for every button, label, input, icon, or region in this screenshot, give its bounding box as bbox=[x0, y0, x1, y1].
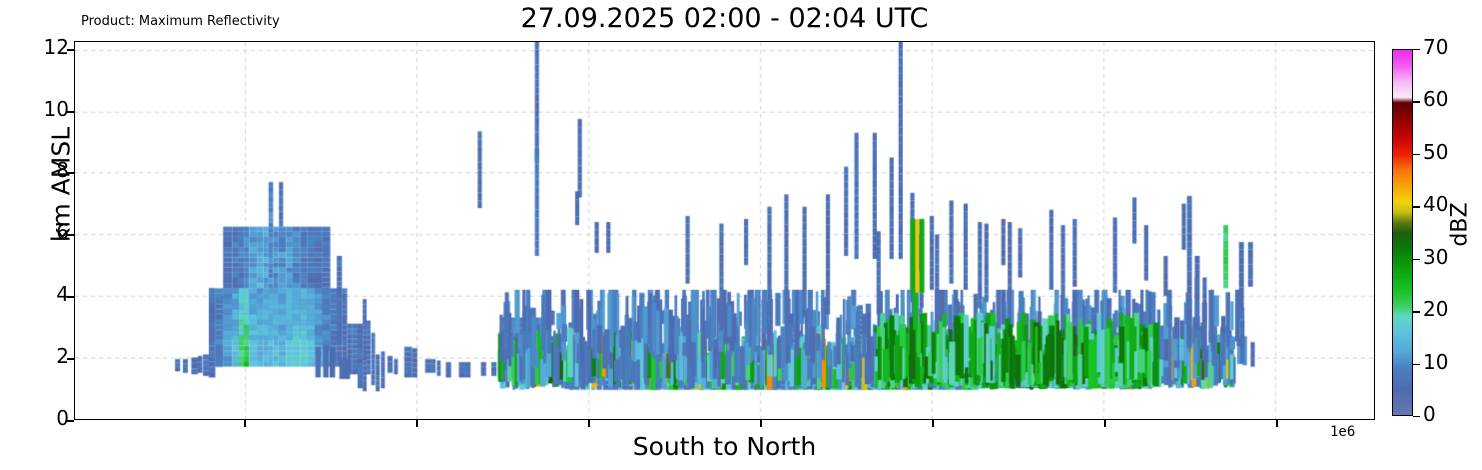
colorbar-tickmark-0 bbox=[1413, 416, 1420, 418]
x-axis-tickmark-1 bbox=[416, 420, 418, 427]
x-axis-offset-text: 1e6 bbox=[1330, 424, 1356, 440]
y-axis-tickmark-8 bbox=[67, 172, 74, 174]
colorbar-tick-30: 30 bbox=[1423, 244, 1449, 269]
x-axis-tickmark-5 bbox=[1104, 420, 1106, 427]
colorbar-tick-0: 0 bbox=[1423, 402, 1436, 426]
colorbar-tick-50: 50 bbox=[1423, 139, 1449, 164]
colorbar-tickmark-70 bbox=[1413, 49, 1420, 51]
colorbar-gradient bbox=[1393, 50, 1412, 415]
y-axis-tick-4: 4 bbox=[56, 282, 69, 307]
reflectivity-heatmap-canvas bbox=[75, 42, 1374, 419]
y-axis-tickmark-2 bbox=[67, 358, 74, 360]
y-axis-tick-0: 0 bbox=[56, 406, 69, 430]
x-axis-tickmark-3 bbox=[760, 420, 762, 427]
colorbar-tick-60: 60 bbox=[1423, 87, 1449, 112]
colorbar-tick-10: 10 bbox=[1423, 349, 1449, 374]
colorbar-tickmark-60 bbox=[1413, 101, 1420, 103]
y-axis-tick-12: 12 bbox=[43, 34, 69, 59]
x-axis-tickmark-4 bbox=[932, 420, 934, 427]
y-axis-tickmark-12 bbox=[67, 49, 74, 51]
x-axis-label: South to North bbox=[632, 432, 817, 461]
colorbar-tick-40: 40 bbox=[1423, 192, 1449, 217]
x-axis-tickmark-0 bbox=[244, 420, 246, 427]
colorbar-tickmark-50 bbox=[1413, 153, 1420, 156]
y-axis-tick-6: 6 bbox=[56, 220, 69, 245]
colorbar bbox=[1392, 49, 1413, 416]
y-axis-tickmark-4 bbox=[67, 296, 74, 298]
colorbar-tickmark-20 bbox=[1413, 311, 1420, 313]
y-axis-tickmark-6 bbox=[67, 234, 74, 236]
y-axis-tickmark-10 bbox=[67, 111, 74, 113]
colorbar-tickmark-30 bbox=[1413, 258, 1420, 261]
plot-area bbox=[74, 41, 1375, 420]
colorbar-label: dBZ bbox=[1447, 202, 1473, 247]
colorbar-tick-70: 70 bbox=[1423, 35, 1449, 59]
y-axis-tick-10: 10 bbox=[43, 96, 69, 121]
y-axis-tick-8: 8 bbox=[56, 158, 69, 183]
page-title: 27.09.2025 02:00 - 02:04 UTC bbox=[520, 3, 929, 34]
colorbar-tick-20: 20 bbox=[1423, 297, 1449, 322]
colorbar-tickmark-40 bbox=[1413, 206, 1420, 208]
y-axis-tick-2: 2 bbox=[56, 344, 69, 369]
product-annotation: Product: Maximum Reflectivity bbox=[81, 14, 280, 29]
y-axis-tickmark-0 bbox=[67, 420, 74, 422]
colorbar-tickmark-10 bbox=[1413, 363, 1420, 365]
x-axis-tickmark-2 bbox=[588, 420, 590, 427]
x-axis-tickmark-6 bbox=[1276, 420, 1278, 427]
